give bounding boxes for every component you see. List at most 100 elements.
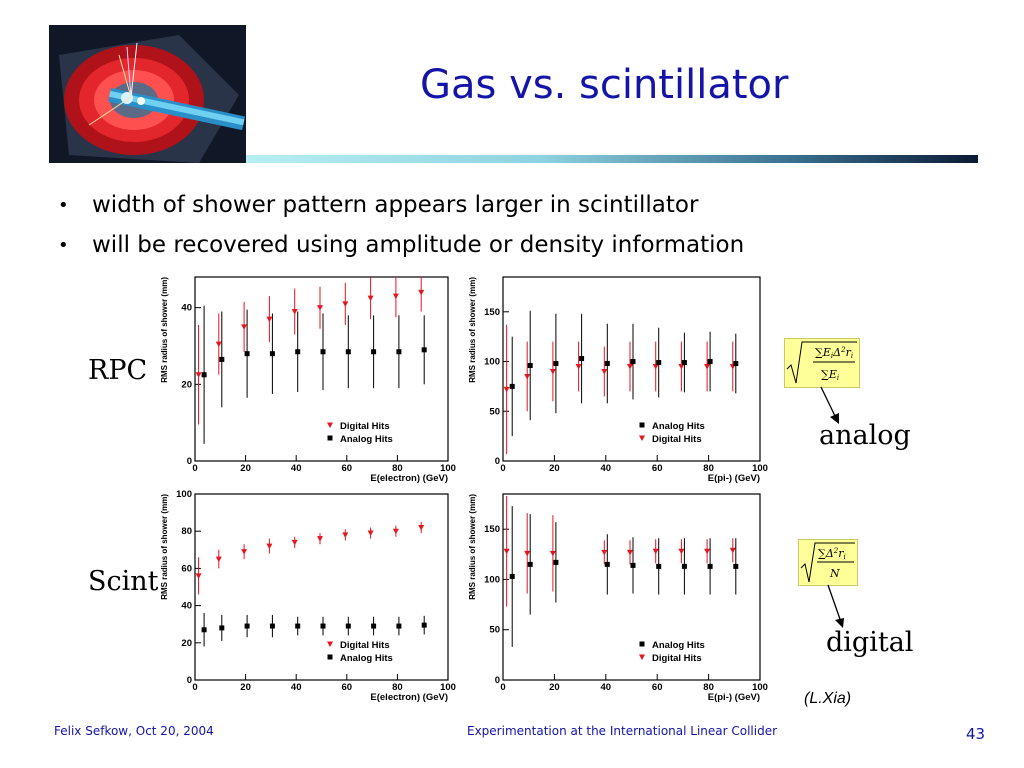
digital-hits-point <box>678 548 685 555</box>
digital-hits-point <box>503 386 510 393</box>
digital-hits-point <box>652 364 659 370</box>
digital-hits-point <box>575 364 582 370</box>
plot-frame <box>194 493 449 681</box>
analog-hits-point <box>320 349 326 355</box>
y-tick-label: 150 <box>484 524 500 535</box>
digital-hits-point <box>215 341 222 348</box>
analog-hits-point <box>733 361 739 367</box>
x-tick-label: 20 <box>549 682 560 693</box>
rpc-electron-plot: 0 20 40 60 80 100 0 20 40 E(electron) (GeV) RMS ra… <box>158 271 460 487</box>
x-axis-label: E(electron) (GeV) <box>370 692 448 703</box>
footer-author: Felix Sefkow, Oct 20, 2004 <box>54 724 214 738</box>
analog-label: analog <box>819 420 911 451</box>
analog-hits-point <box>244 351 250 357</box>
plot-frame <box>502 276 761 462</box>
x-tick-label: 80 <box>392 682 403 693</box>
svg-text:N: N <box>829 567 840 580</box>
y-tick-label: 100 <box>484 574 500 585</box>
digital-hits-point <box>704 364 711 370</box>
digital-hits-point <box>241 324 248 330</box>
analog-hits-point <box>527 363 533 369</box>
analog-hits-point <box>707 563 713 569</box>
bullet-text: width of shower pattern appears larger i… <box>92 192 699 218</box>
digital-hits-point <box>241 549 248 555</box>
arrow-icon <box>827 584 844 628</box>
analog-hits-point <box>201 627 207 633</box>
svg-text:∑Ei: ∑Ei <box>821 368 839 382</box>
x-tick-label: 100 <box>440 463 456 474</box>
digital-hits-point <box>195 372 202 378</box>
x-tick-label: 80 <box>392 463 403 474</box>
legend-marker-analog <box>327 654 333 660</box>
digital-hits-point <box>317 536 323 542</box>
legend-label: Digital Hits <box>652 434 702 445</box>
digital-hits-point <box>317 305 323 311</box>
digital-hits-point <box>549 368 556 375</box>
x-axis-label: E(electron) (GeV) <box>370 473 448 484</box>
digital-hits-point <box>392 528 399 535</box>
analog-hits-point <box>345 623 351 629</box>
legend-label: Analog Hits <box>652 640 705 651</box>
x-tick-label: 40 <box>291 682 302 693</box>
x-tick-label: 0 <box>500 682 505 693</box>
x-axis-label: E(pi-) (GeV) <box>708 473 760 484</box>
rpc-pion-plot: 0 20 40 60 80 100 0 50 100 150 E(pi-) (GeV) RMS rad… <box>466 271 772 487</box>
legend-label: Digital Hits <box>340 640 390 651</box>
x-tick-label: 60 <box>342 463 353 474</box>
digital-hits-point <box>342 532 349 538</box>
svg-text:∑EiΔ2ri: ∑EiΔ2ri <box>815 346 853 360</box>
y-tick-label: 150 <box>484 307 500 318</box>
y-axis-label: RMS radius of shower (mm) <box>160 494 169 600</box>
digital-hits-point <box>291 309 298 315</box>
digital-hits-point <box>266 316 273 323</box>
analog-hits-point <box>295 349 301 355</box>
y-tick-label: 80 <box>181 526 192 537</box>
y-tick-label: 100 <box>484 357 500 368</box>
digital-hits-point <box>627 364 633 370</box>
analog-hits-point <box>201 372 207 378</box>
analog-hits-point <box>553 361 559 367</box>
x-tick-label: 100 <box>752 682 768 693</box>
analog-hits-point <box>269 623 275 629</box>
analog-hits-point <box>421 622 427 628</box>
y-tick-label: 50 <box>489 406 500 417</box>
analog-formula: ∑EiΔ2ri ∑Ei <box>784 338 860 388</box>
legend-marker-digital <box>639 435 645 441</box>
legend-marker-digital <box>327 641 333 647</box>
analog-hits-point <box>681 563 687 569</box>
digital-hits-point <box>266 543 273 550</box>
digital-formula: ∑Δ2ri N <box>798 539 858 586</box>
plot-frame <box>194 276 449 462</box>
footer-title: Experimentation at the International Lin… <box>467 724 778 738</box>
analog-hits-point <box>604 361 610 367</box>
x-tick-label: 40 <box>291 463 302 474</box>
analog-hits-point <box>630 359 636 365</box>
analog-hits-point <box>295 623 301 629</box>
y-axis-label: RMS radius of shower (mm) <box>468 494 477 600</box>
detector-logo-image <box>49 25 246 163</box>
analog-hits-point <box>244 623 250 629</box>
analog-hits-point <box>509 383 515 389</box>
y-tick-label: 50 <box>489 625 500 636</box>
x-tick-label: 100 <box>752 463 768 474</box>
analog-hits-point <box>579 356 585 362</box>
digital-hits-point <box>195 573 202 579</box>
scint-label: Scint <box>88 566 159 597</box>
bullet-list: • width of shower pattern appears larger… <box>58 185 744 265</box>
digital-hits-point <box>342 301 349 307</box>
digital-hits-point <box>627 549 633 556</box>
slide-title: Gas vs. scintillator <box>420 62 789 108</box>
analog-hits-point <box>371 349 377 355</box>
analog-hits-point <box>345 349 351 355</box>
x-axis-label: E(pi-) (GeV) <box>708 692 760 703</box>
analog-hits-point <box>681 360 687 366</box>
analog-hits-point <box>604 561 610 567</box>
plot-frame <box>502 493 761 681</box>
digital-hits-point <box>367 295 374 302</box>
analog-hits-point <box>733 563 739 569</box>
x-tick-label: 20 <box>240 463 251 474</box>
digital-hits-point <box>524 373 531 380</box>
x-tick-label: 60 <box>652 682 663 693</box>
x-tick-label: 20 <box>240 682 251 693</box>
y-axis-label: RMS radius of shower (mm) <box>160 277 169 383</box>
